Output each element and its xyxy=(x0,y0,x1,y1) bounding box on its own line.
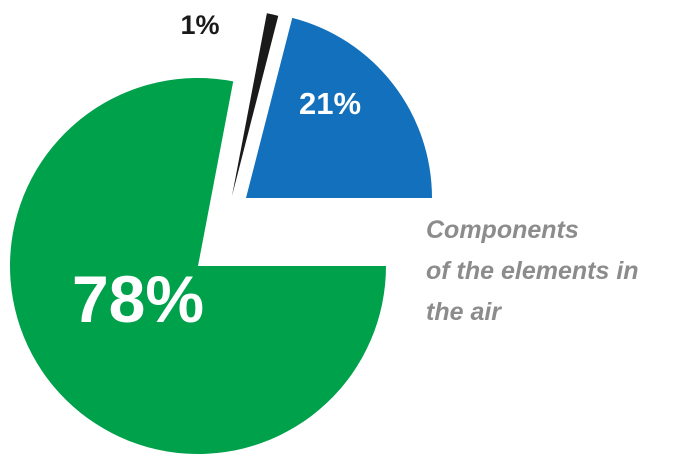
pie-slice-21 xyxy=(246,17,432,199)
caption-line-1: Components xyxy=(426,216,579,244)
caption-line-3: the air xyxy=(426,298,502,326)
pie-labels: 78% 1% 21% xyxy=(72,10,361,336)
caption-line-2: of the elements in xyxy=(426,257,639,285)
pie-slice-78 xyxy=(9,77,387,454)
pie-label-21: 21% xyxy=(299,86,361,121)
pie-slice-1 xyxy=(232,13,279,197)
chart-caption: Components of the elements in the air xyxy=(426,210,698,333)
pie-label-1: 1% xyxy=(180,10,219,40)
pie-slices xyxy=(9,13,432,454)
pie-label-78: 78% xyxy=(72,262,204,336)
